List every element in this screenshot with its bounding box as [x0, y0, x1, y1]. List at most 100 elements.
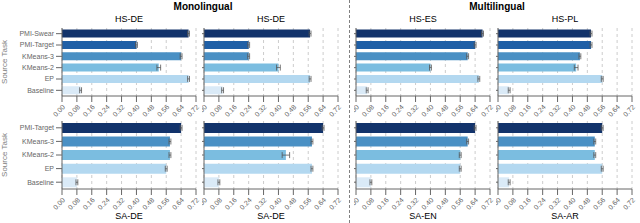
svg-text:0.72: 0.72 — [186, 103, 201, 118]
svg-text:0.72: 0.72 — [622, 103, 632, 118]
svg-text:0.48: 0.48 — [141, 196, 156, 211]
svg-text:Baseline: Baseline — [27, 179, 54, 186]
svg-text:0.00: 0.00 — [202, 196, 208, 211]
svg-text:0.40: 0.40 — [268, 103, 283, 118]
svg-text:0.16: 0.16 — [81, 196, 96, 211]
svg-text:0.64: 0.64 — [171, 196, 186, 211]
svg-text:0.40: 0.40 — [126, 196, 141, 211]
svg-text:KMeans-3: KMeans-3 — [22, 53, 54, 60]
svg-text:Baseline: Baseline — [27, 87, 54, 94]
html-text:SA-DE: SA-DE — [115, 211, 143, 221]
svg-text:0.00: 0.00 — [52, 103, 67, 118]
svg-text:0.64: 0.64 — [607, 196, 622, 211]
svg-text:0.72: 0.72 — [480, 103, 495, 118]
html-text:HS-DE: HS-DE — [115, 14, 143, 24]
svg-text:0.08: 0.08 — [209, 103, 224, 118]
svg-text:0.56: 0.56 — [592, 196, 607, 211]
svg-text:0.08: 0.08 — [503, 103, 518, 118]
svg-text:0.48: 0.48 — [435, 196, 450, 211]
svg-text:EP: EP — [45, 165, 55, 172]
svg-text:0.08: 0.08 — [361, 196, 376, 211]
svg-text:0.32: 0.32 — [405, 196, 420, 211]
svg-text:0.00: 0.00 — [496, 103, 502, 118]
svg-text:0.16: 0.16 — [223, 103, 238, 118]
svg-text:0.64: 0.64 — [313, 103, 328, 118]
html-text:HS-DE: HS-DE — [257, 14, 285, 24]
svg-text:0.16: 0.16 — [375, 103, 390, 118]
html-text:SA-DE: SA-DE — [257, 211, 285, 221]
svg-text:0.32: 0.32 — [111, 103, 126, 118]
svg-text:0.64: 0.64 — [465, 196, 480, 211]
svg-text:0.24: 0.24 — [390, 103, 405, 118]
svg-text:0.64: 0.64 — [171, 103, 186, 118]
svg-text:0.32: 0.32 — [405, 103, 420, 118]
html-text:HS-ES: HS-ES — [409, 14, 437, 24]
svg-text:0.24: 0.24 — [238, 196, 253, 211]
svg-text:0.40: 0.40 — [420, 103, 435, 118]
svg-text:0.08: 0.08 — [67, 196, 82, 211]
svg-text:0.48: 0.48 — [435, 103, 450, 118]
svg-text:0.08: 0.08 — [209, 196, 224, 211]
svg-text:0.72: 0.72 — [480, 196, 495, 211]
svg-text:0.40: 0.40 — [268, 196, 283, 211]
svg-text:0.56: 0.56 — [592, 103, 607, 118]
svg-text:0.40: 0.40 — [126, 103, 141, 118]
svg-text:0.32: 0.32 — [547, 196, 562, 211]
svg-text:0.48: 0.48 — [577, 196, 592, 211]
svg-text:0.72: 0.72 — [622, 196, 632, 211]
svg-text:0.00: 0.00 — [354, 103, 360, 118]
svg-text:0.24: 0.24 — [390, 196, 405, 211]
svg-text:PMI-Target: PMI-Target — [20, 41, 54, 49]
svg-text:0.24: 0.24 — [532, 103, 547, 118]
svg-text:0.16: 0.16 — [517, 196, 532, 211]
svg-text:0.48: 0.48 — [577, 103, 592, 118]
svg-text:0.72: 0.72 — [186, 196, 201, 211]
svg-text:0.16: 0.16 — [375, 196, 390, 211]
svg-text:0.16: 0.16 — [223, 196, 238, 211]
svg-text:0.32: 0.32 — [253, 196, 268, 211]
svg-text:Source Task: Source Task — [8, 39, 9, 84]
svg-text:0.64: 0.64 — [465, 103, 480, 118]
svg-text:Source Task: Source Task — [8, 132, 9, 177]
svg-text:0.00: 0.00 — [52, 196, 67, 211]
svg-text:0.48: 0.48 — [141, 103, 156, 118]
svg-text:0.56: 0.56 — [298, 103, 313, 118]
svg-text:0.40: 0.40 — [420, 196, 435, 211]
svg-text:0.32: 0.32 — [111, 196, 126, 211]
svg-text:KMeans-3: KMeans-3 — [22, 138, 54, 145]
svg-text:0.64: 0.64 — [313, 196, 328, 211]
svg-text:0.56: 0.56 — [298, 196, 313, 211]
svg-text:0.64: 0.64 — [607, 103, 622, 118]
svg-text:0.08: 0.08 — [361, 103, 376, 118]
svg-text:0.00: 0.00 — [354, 196, 360, 211]
html-text:Monolingual: Monolingual — [173, 1, 233, 12]
svg-text:0.32: 0.32 — [253, 103, 268, 118]
svg-text:0.48: 0.48 — [283, 103, 298, 118]
svg-text:0.00: 0.00 — [202, 103, 208, 118]
svg-text:0.24: 0.24 — [96, 196, 111, 211]
svg-text:0.00: 0.00 — [496, 196, 502, 211]
svg-text:PMI-Target: PMI-Target — [20, 124, 54, 132]
svg-text:0.56: 0.56 — [156, 103, 171, 118]
svg-text:0.24: 0.24 — [238, 103, 253, 118]
html-text:Multilingual: Multilingual — [469, 1, 525, 12]
svg-text:0.56: 0.56 — [450, 103, 465, 118]
svg-text:0.56: 0.56 — [450, 196, 465, 211]
svg-text:EP: EP — [45, 75, 55, 82]
svg-text:0.08: 0.08 — [503, 196, 518, 211]
svg-text:0.08: 0.08 — [67, 103, 82, 118]
svg-text:PMI-Swear: PMI-Swear — [19, 30, 54, 37]
svg-text:0.48: 0.48 — [283, 196, 298, 211]
svg-text:0.40: 0.40 — [562, 103, 577, 118]
svg-text:KMeans-2: KMeans-2 — [22, 64, 54, 71]
svg-text:0.16: 0.16 — [81, 103, 96, 118]
svg-text:0.72: 0.72 — [328, 103, 343, 118]
svg-text:0.72: 0.72 — [328, 196, 343, 211]
svg-text:0.16: 0.16 — [517, 103, 532, 118]
svg-text:0.24: 0.24 — [532, 196, 547, 211]
svg-text:0.24: 0.24 — [96, 103, 111, 118]
svg-text:0.32: 0.32 — [547, 103, 562, 118]
svg-text:0.40: 0.40 — [562, 196, 577, 211]
svg-text:0.56: 0.56 — [156, 196, 171, 211]
svg-text:KMeans-2: KMeans-2 — [22, 151, 54, 158]
